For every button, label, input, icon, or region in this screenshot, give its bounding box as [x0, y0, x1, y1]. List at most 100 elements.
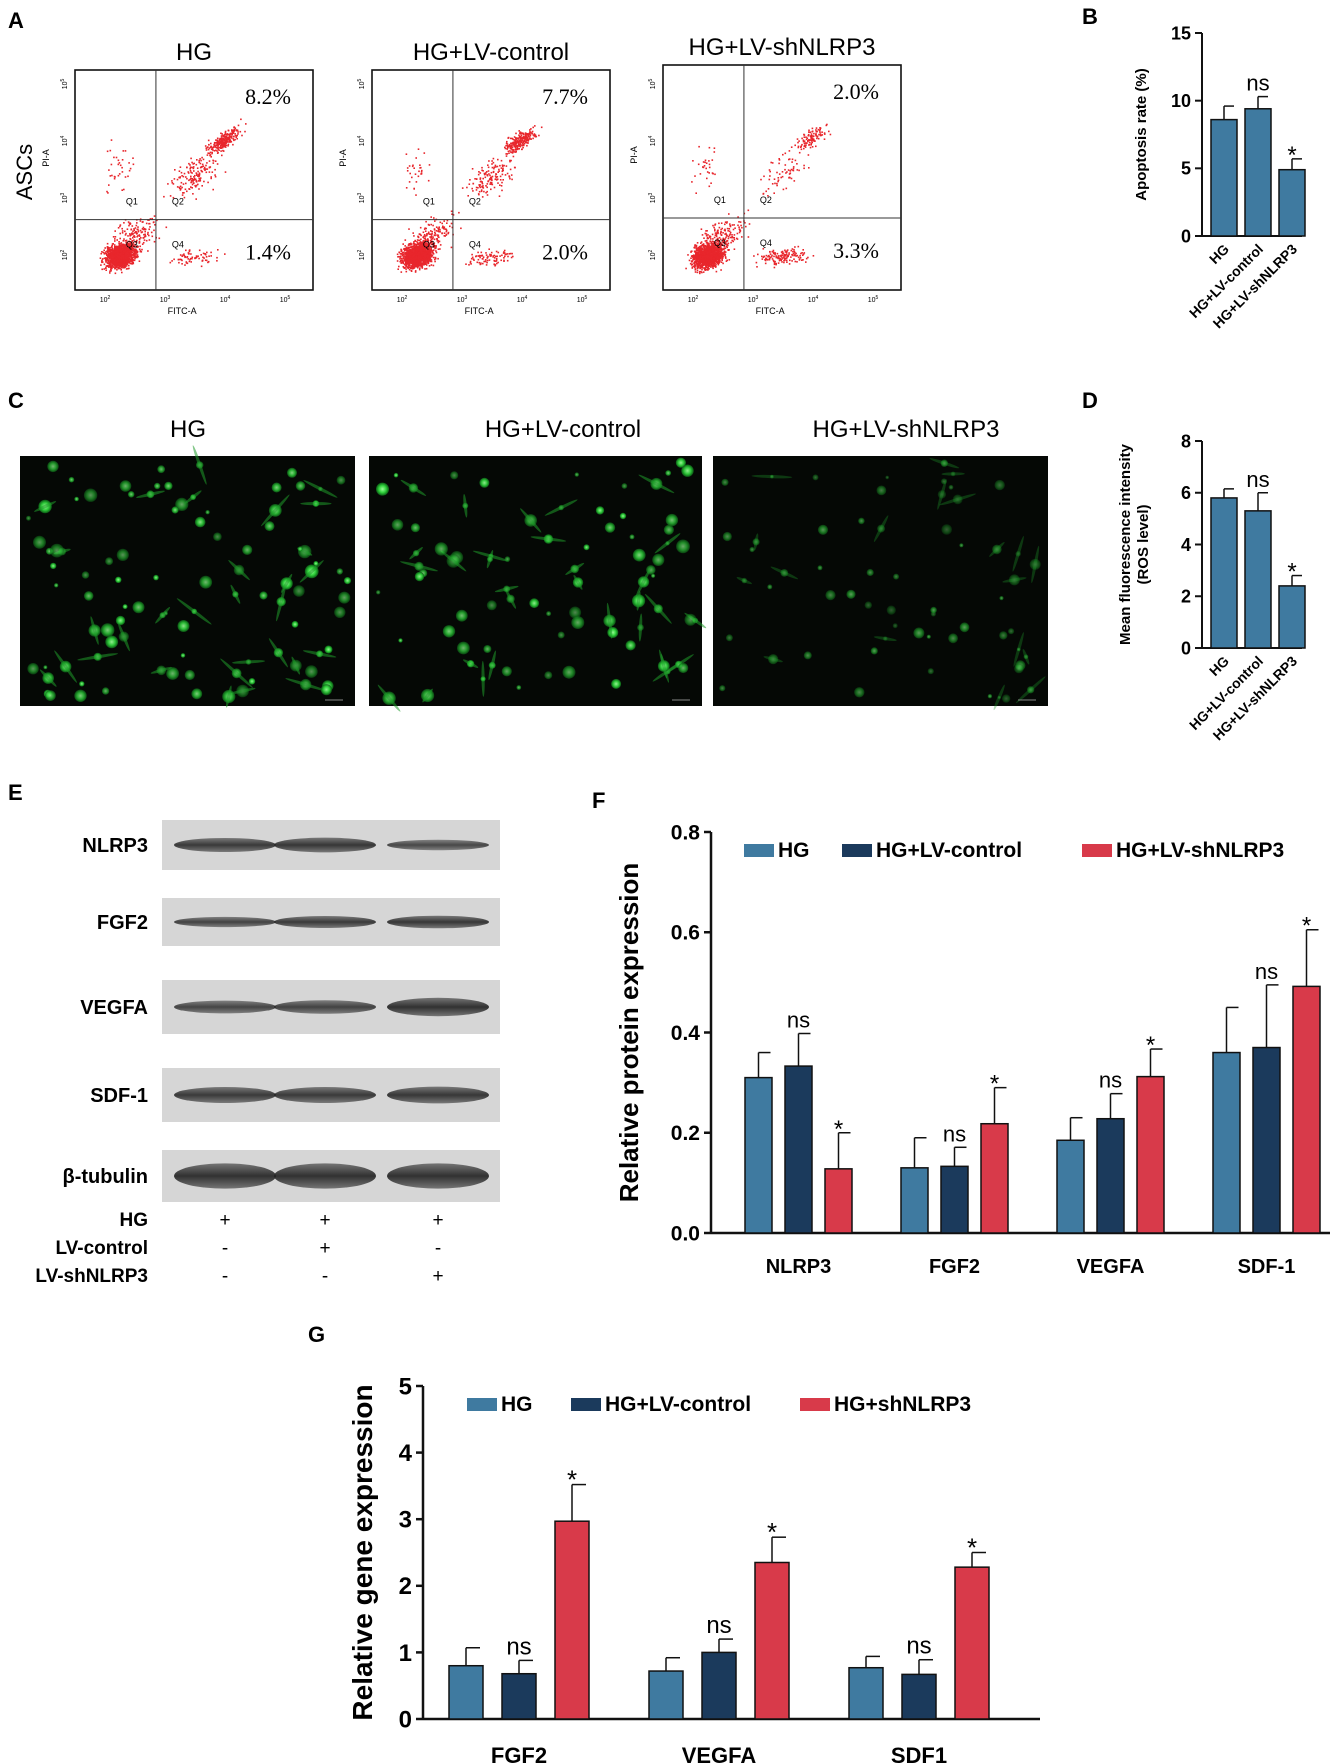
blot-band — [274, 1087, 376, 1103]
y-tick-label: 102 — [357, 249, 366, 260]
legend-label: HG+LV-shNLRP3 — [1116, 839, 1284, 862]
category-label: HG — [1206, 653, 1232, 679]
percent-q4: 1.4% — [245, 240, 291, 265]
y-tick-label: 3 — [399, 1507, 412, 1534]
blot-band — [274, 916, 376, 928]
y-tick-label: 2 — [399, 1573, 412, 1600]
scatter-dots — [99, 118, 247, 275]
bar — [1292, 985, 1321, 1234]
condition-sign: - — [222, 1238, 228, 1259]
y-tick-label: 5 — [399, 1373, 412, 1400]
legend-swatch — [571, 1398, 601, 1411]
panel-f: F 0.0 0.2 0.4 0.6 0.8 Relative protein expres… — [592, 788, 1330, 1278]
y-tick-label: 0.2 — [671, 1122, 700, 1145]
significance-star: * — [990, 1071, 999, 1098]
blot-label: β-tubulin — [62, 1166, 148, 1188]
x-tick-label: 103 — [160, 295, 171, 304]
western-blot: NLRP3 FGF2 VEGFA SDF-1 β-tubulin HG + + + LV-cont… — [35, 820, 500, 1287]
x-tick-label: 103 — [457, 295, 468, 304]
panel-d: D 0 2 4 6 8 Mean fluorescence intensity (ROS l… — [1082, 388, 1306, 743]
bar — [554, 1520, 590, 1720]
flow-plot-title: HG+LV-shNLRP3 — [689, 34, 876, 61]
x-axis-label: FITC-A — [756, 306, 785, 316]
legend-swatch — [744, 844, 774, 857]
significance-star: * — [834, 1116, 843, 1143]
legend-label: HG+LV-control — [605, 1393, 751, 1416]
bar — [954, 1566, 990, 1720]
y-axis-label: Mean fluorescence intensity — [1117, 443, 1134, 645]
plot-frame — [662, 64, 902, 291]
legend-label: HG+shNLRP3 — [834, 1393, 971, 1416]
bar — [1278, 585, 1306, 649]
panel-c: C HG HG+LV-control HG+LV-shNLRP3 — [8, 388, 1048, 712]
y-axis-label-2: (ROS level) — [1135, 504, 1152, 584]
bar — [1278, 168, 1306, 237]
bar — [1210, 497, 1238, 649]
legend-swatch — [800, 1398, 830, 1411]
bar — [901, 1673, 937, 1720]
category-label: HG — [1206, 241, 1232, 267]
x-tick-label: 105 — [280, 295, 291, 304]
y-tick-label: 102 — [60, 249, 69, 260]
y-axis-label: Apoptosis rate (%) — [1133, 68, 1150, 201]
condition-sign: + — [319, 1238, 330, 1259]
percent-q2: 2.0% — [833, 79, 879, 104]
panel-a-letter: A — [8, 8, 24, 33]
blot-band — [274, 837, 376, 853]
blot-strip-fgf2: FGF2 — [97, 898, 500, 946]
flow-plot-title: HG — [176, 39, 212, 66]
blot-strip-beta-tubulin: β-tubulin — [62, 1150, 500, 1202]
condition-sign: + — [432, 1210, 443, 1231]
panel-d-letter: D — [1082, 388, 1098, 413]
blot-band — [174, 916, 276, 928]
blot-band — [274, 1163, 376, 1189]
category-label: VEGFA — [682, 1743, 757, 1764]
y-tick-label: 4 — [1181, 535, 1191, 555]
percent-q2: 7.7% — [542, 84, 588, 109]
x-tick-label: 103 — [748, 295, 759, 304]
y-tick-label: 104 — [648, 135, 657, 146]
blot-band — [174, 1163, 276, 1189]
significance-star: * — [1146, 1032, 1155, 1059]
legend-swatch — [467, 1398, 497, 1411]
legend-label: HG — [778, 839, 810, 862]
condition-sign: - — [222, 1266, 228, 1287]
bar — [1244, 510, 1272, 649]
y-tick-label: 103 — [60, 192, 69, 203]
significance-star: * — [567, 1465, 577, 1495]
bar — [1096, 1117, 1125, 1234]
quadrant-q4: Q4 — [469, 240, 481, 250]
category-label: NLRP3 — [766, 1256, 832, 1278]
blot-strip-vegfa: VEGFA — [80, 980, 500, 1034]
x-axis-label: FITC-A — [465, 306, 494, 316]
significance-star: * — [1287, 142, 1296, 169]
bar — [744, 1076, 773, 1234]
bar — [940, 1165, 969, 1234]
quadrant-q1: Q1 — [423, 197, 435, 207]
y-tick-label: 5 — [1181, 159, 1191, 179]
y-axis-label: PI-A — [338, 149, 348, 167]
significance-ns: ns — [1246, 467, 1269, 492]
panel-b-letter: B — [1082, 4, 1098, 29]
bar — [754, 1561, 790, 1720]
category-label: VEGFA — [1077, 1256, 1145, 1278]
significance-ns: ns — [787, 1008, 810, 1033]
blot-label: NLRP3 — [82, 835, 148, 857]
category-label: FGF2 — [491, 1743, 547, 1764]
legend-swatch — [842, 844, 872, 857]
fluor-title-sh: HG+LV-shNLRP3 — [813, 416, 1000, 443]
blot-band — [387, 839, 489, 851]
fluor-title-control: HG+LV-control — [485, 416, 641, 443]
panel-c-letter: C — [8, 388, 24, 413]
significance-star: * — [1302, 913, 1311, 940]
y-tick-label: 0 — [1181, 638, 1191, 658]
panel-f-letter: F — [592, 788, 605, 813]
bar — [824, 1168, 853, 1234]
quadrant-q3: Q3 — [423, 240, 435, 250]
panel-g-letter: G — [308, 1322, 325, 1347]
significance-star: * — [1287, 559, 1296, 586]
y-tick-label: 10 — [1171, 91, 1191, 111]
bar — [1056, 1139, 1085, 1234]
condition-label: LV-control — [55, 1238, 148, 1259]
